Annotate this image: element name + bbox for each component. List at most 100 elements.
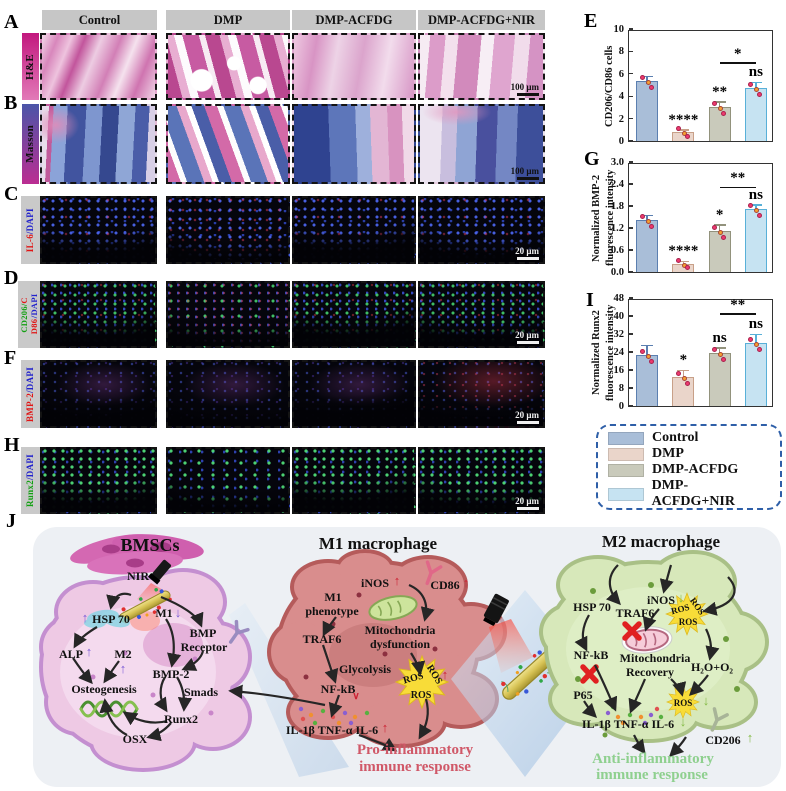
bar-E-Control xyxy=(636,80,659,141)
column-header-dmp-acfdg-nir: DMP-ACFDG+NIR xyxy=(418,10,545,30)
y-tick-mark xyxy=(629,183,633,185)
error-bar-cap xyxy=(749,333,762,336)
y-tick-mark xyxy=(629,297,633,299)
error-bar-cap xyxy=(749,204,762,206)
m1-macrophage-title: M1 macrophage xyxy=(319,534,438,553)
y-tick-mark xyxy=(629,227,633,229)
error-bar-cap xyxy=(677,129,690,131)
data-point xyxy=(684,265,690,270)
panel-letter-b: B xyxy=(4,92,18,114)
y-tick-mark xyxy=(629,140,633,142)
bar-I-Control xyxy=(636,355,659,406)
data-point xyxy=(648,359,654,365)
row-label-cd206-line2: D86/DAPI xyxy=(29,294,39,334)
ros-text-m2-small: ROS xyxy=(674,698,693,708)
smads-label: Smads xyxy=(184,685,218,699)
scale-bar: 100 μm xyxy=(511,166,539,180)
y-tick-mark xyxy=(629,405,633,407)
row-label-runx2-text: Runx2/DAPI xyxy=(25,454,35,507)
cd206-up-mark: ↑ xyxy=(747,730,754,745)
scale-bar: 20 μm xyxy=(515,330,539,344)
y-tick-mark xyxy=(629,161,633,163)
bar-I-DMP-ACFDG+NIR xyxy=(744,343,767,406)
bar-G-DMP-ACFDG xyxy=(708,230,731,272)
error-bar-cap xyxy=(677,260,690,263)
osteogenesis-label: Osteogenesis xyxy=(71,682,137,696)
bar-G-DMP-ACFDG+NIR xyxy=(744,208,767,272)
panel-letter-d: D xyxy=(4,267,19,289)
pro-inflammatory-line2: immune response xyxy=(359,759,471,775)
plot-area-G: **** * ns ** xyxy=(628,161,773,273)
micrograph-b-col4: 100 μm xyxy=(418,104,545,184)
c-label: C xyxy=(19,296,29,304)
error-bar xyxy=(718,225,721,234)
y-tick-mark xyxy=(629,333,633,335)
data-point xyxy=(748,337,754,342)
nfkb-label-m1: NF-kB xyxy=(321,682,356,696)
m2-macrophage-title: M2 macrophage xyxy=(602,532,721,551)
y-tick-mark xyxy=(629,50,633,52)
column-header-dmp-acfdg: DMP-ACFDG xyxy=(292,10,416,30)
error-bar xyxy=(755,335,757,346)
y-tick-label: 1.2 xyxy=(610,223,624,234)
micrograph-d-col4: 20 μm xyxy=(418,281,545,348)
anti-inflammatory-line1: Anti-inflammatory xyxy=(592,751,714,767)
scale-bar-label: 20 μm xyxy=(515,245,539,256)
column-header-control: Control xyxy=(42,10,157,30)
ros-text-m2-3: ROS xyxy=(679,617,698,627)
data-point xyxy=(757,212,763,218)
bmp2-label: BMP-2 xyxy=(25,392,35,422)
legend-item-dmp: DMP xyxy=(608,446,770,462)
data-point xyxy=(639,213,645,219)
alp-up-mark: ↑ xyxy=(86,644,93,659)
y-tick-label: 0.0 xyxy=(610,267,624,278)
y-tick-mark xyxy=(629,351,633,353)
data-point xyxy=(754,342,760,347)
data-point xyxy=(645,79,651,85)
mito-recovery-line2: Recovery xyxy=(626,665,674,679)
il6-label: IL-6 xyxy=(25,233,35,253)
y-tick-mark xyxy=(629,249,633,251)
traf6-label-m1: TRAF6 xyxy=(303,632,342,646)
bar-I-DMP xyxy=(672,376,695,406)
scale-bar-line xyxy=(517,340,539,344)
data-point xyxy=(757,91,763,97)
ros-text-m1-3: ROS xyxy=(411,690,432,701)
mechanism-diagram: BMSCs NIR ↑ HSP 70 M1 ↓ BMP Receptor ALP… xyxy=(33,527,781,787)
data-point xyxy=(748,202,754,208)
comparison-significance-label: * xyxy=(734,45,742,62)
m2-granules xyxy=(575,582,740,738)
panel-letter-e: E xyxy=(584,10,598,32)
micrograph-c-col2 xyxy=(166,196,290,264)
m1-label-bmsc: M1 xyxy=(155,606,172,620)
error-bar-cap xyxy=(641,344,654,347)
bar-G-Control xyxy=(636,219,659,272)
hsp70-label-m2: HSP 70 xyxy=(573,600,611,614)
comparison-line xyxy=(719,62,756,64)
nir-laser-icon xyxy=(483,593,509,627)
plot-area-E: **** ** ns * xyxy=(628,28,773,142)
data-point xyxy=(712,224,718,230)
data-point xyxy=(712,100,718,106)
data-point xyxy=(645,218,651,224)
row-label-il6-text: IL-6/DAPI xyxy=(25,208,35,253)
data-point xyxy=(645,354,651,360)
scale-bar-line xyxy=(517,420,539,424)
nir-beam xyxy=(489,619,533,673)
legend-swatch-dmp-acfdg-nir xyxy=(608,487,644,501)
data-point xyxy=(675,257,681,263)
micrograph-d-col1 xyxy=(40,281,157,348)
panel-letter-f: F xyxy=(4,347,17,369)
comparison-significance-label: ** xyxy=(730,296,746,313)
significance-label: * xyxy=(715,206,724,223)
error-bar-cap xyxy=(641,214,654,217)
cytokine-dots-m1 xyxy=(298,706,370,726)
y-tick-label: 8 xyxy=(618,383,624,394)
antibody-icon-cd86 xyxy=(425,560,443,586)
nir-label: NIR xyxy=(127,569,149,583)
data-point xyxy=(684,134,690,139)
y-tick-label: 24 xyxy=(613,347,625,358)
cd86-up-mark: ↑ xyxy=(463,575,470,590)
data-point xyxy=(681,131,687,137)
mito-recovery-line1: Mitochondria xyxy=(620,651,691,665)
